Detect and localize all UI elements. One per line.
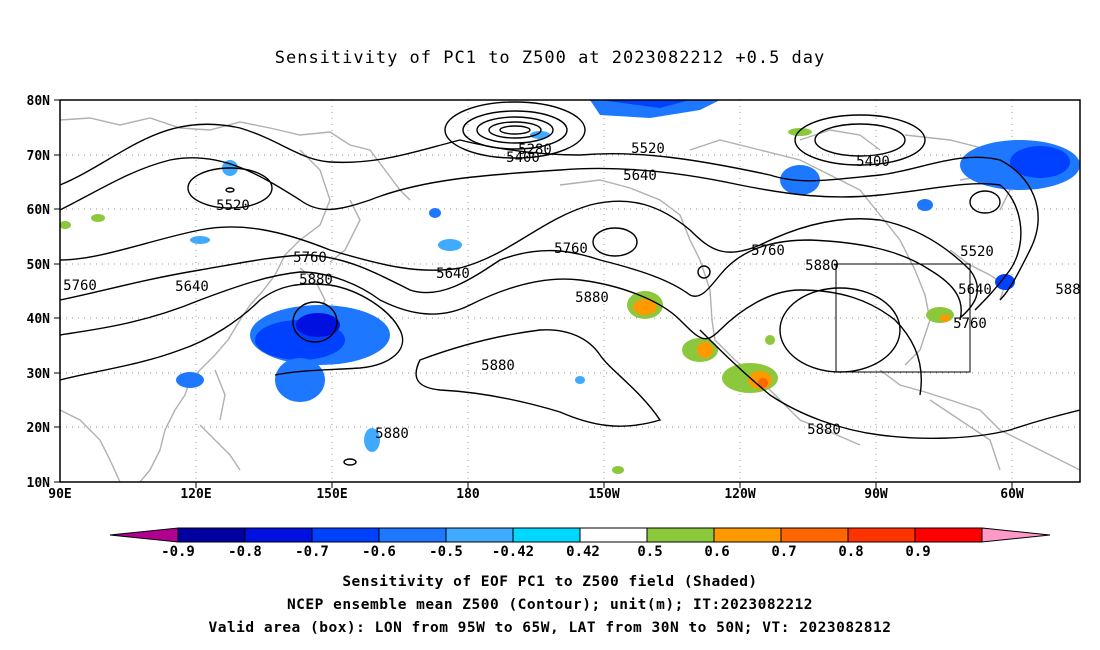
contour-label: 5640 — [175, 279, 209, 295]
lon-label: 180 — [456, 487, 480, 502]
colorbar-label: -0.6 — [362, 544, 396, 560]
lon-label: 90E — [48, 487, 71, 502]
z500-contours — [60, 101, 1080, 466]
colorbar-label: 0.5 — [637, 544, 662, 560]
colorbar-segment — [244, 527, 313, 543]
latitude-ticks — [54, 99, 60, 483]
colorbar-label: 0.8 — [838, 544, 863, 560]
lat-label: 70N — [27, 149, 51, 164]
contour-label: 5880 — [299, 272, 333, 288]
lat-label: 40N — [27, 312, 51, 327]
colorbar-label: -0.7 — [295, 544, 329, 560]
contour-label: 5640 — [623, 168, 657, 184]
contour-label: 5520 — [216, 198, 250, 214]
longitude-ticks — [195, 482, 1013, 488]
lon-label: 150W — [588, 487, 619, 502]
colorbar-label: -0.9 — [161, 544, 195, 560]
contour-label: 5880 — [807, 422, 841, 438]
lon-label: 120E — [180, 487, 211, 502]
colorbar-segment — [378, 527, 447, 543]
colorbar — [109, 527, 1051, 543]
valid-area-box — [835, 263, 971, 373]
colorbar-segment — [445, 527, 514, 543]
contour-label: 5280 — [518, 142, 552, 158]
contour-label: 5880 — [805, 258, 839, 274]
contour-label: 5760 — [63, 278, 97, 294]
lon-label: 150E — [316, 487, 347, 502]
map-frame — [59, 99, 1081, 483]
contour-label: 5760 — [953, 316, 987, 332]
colorbar-segment — [311, 527, 380, 543]
colorbar-segment — [713, 527, 782, 543]
lat-label: 80N — [27, 94, 51, 109]
colorbar-label: 0.6 — [704, 544, 729, 560]
contour-label: 5760 — [751, 243, 785, 259]
contour-label: 5400 — [856, 154, 890, 170]
map-gridlines — [60, 100, 1080, 482]
lat-label: 20N — [27, 421, 51, 436]
longitude-axis: 90E 120E 150E 180 150W 120W 90W 60W — [48, 487, 1024, 502]
colorbar-segment — [177, 527, 246, 543]
footer-line-1: Sensitivity of EOF PC1 to Z500 field (Sh… — [342, 574, 758, 590]
colorbar-label: -0.8 — [228, 544, 262, 560]
map-title: Sensitivity of PC1 to Z500 at 2023082212… — [274, 48, 826, 68]
contour-label: 5880 — [375, 426, 409, 442]
colorbar-label: 0.42 — [566, 544, 600, 560]
map-plot-area: 5280 5400 5520 5400 5640 5520 5520 5760 … — [60, 100, 1080, 482]
footer-line-2: NCEP ensemble mean Z500 (Contour); unit(… — [286, 597, 814, 613]
lat-label: 10N — [27, 476, 51, 491]
contour-label-group: 5280 5400 5520 5400 5640 5520 5520 5760 … — [63, 141, 1080, 442]
latitude-axis: 80N 70N 60N 50N 40N 30N 20N 10N — [27, 94, 51, 491]
colorbar-segment — [847, 527, 916, 543]
coastlines — [60, 117, 1080, 482]
lat-label: 60N — [27, 203, 51, 218]
colorbar-max-triangle — [981, 527, 1051, 543]
contour-label: 588 — [1055, 282, 1080, 298]
sensitivity-shading — [60, 100, 1080, 474]
colorbar-label: 0.7 — [771, 544, 796, 560]
footer-line-3: Valid area (box): LON from 95W to 65W, L… — [208, 620, 892, 636]
colorbar-labels: -0.9 -0.8 -0.7 -0.6 -0.5 -0.42 0.42 0.5 … — [161, 544, 931, 560]
contour-label: 5640 — [958, 282, 992, 298]
contour-label: 5880 — [575, 290, 609, 306]
colorbar-label: -0.42 — [492, 544, 534, 560]
colorbar-label: -0.5 — [429, 544, 463, 560]
colorbar-segment — [780, 527, 849, 543]
lon-label: 90W — [864, 487, 888, 502]
contour-label: 5760 — [554, 241, 588, 257]
contour-label: 5400 — [506, 150, 540, 166]
colorbar-segment — [579, 527, 648, 543]
contour-label: 5520 — [631, 141, 665, 157]
lon-label: 60W — [1000, 487, 1024, 502]
contour-label: 5760 — [293, 250, 327, 266]
colorbar-min-triangle — [109, 527, 179, 543]
colorbar-segment — [914, 527, 983, 543]
lat-label: 30N — [27, 367, 51, 382]
contour-label: 5880 — [481, 358, 515, 374]
colorbar-label: 0.9 — [905, 544, 930, 560]
lon-label: 120W — [724, 487, 755, 502]
contour-label: 5520 — [960, 244, 994, 260]
lat-label: 50N — [27, 258, 51, 273]
colorbar-segment — [646, 527, 715, 543]
contour-label: 5640 — [436, 266, 470, 282]
colorbar-segment — [512, 527, 581, 543]
